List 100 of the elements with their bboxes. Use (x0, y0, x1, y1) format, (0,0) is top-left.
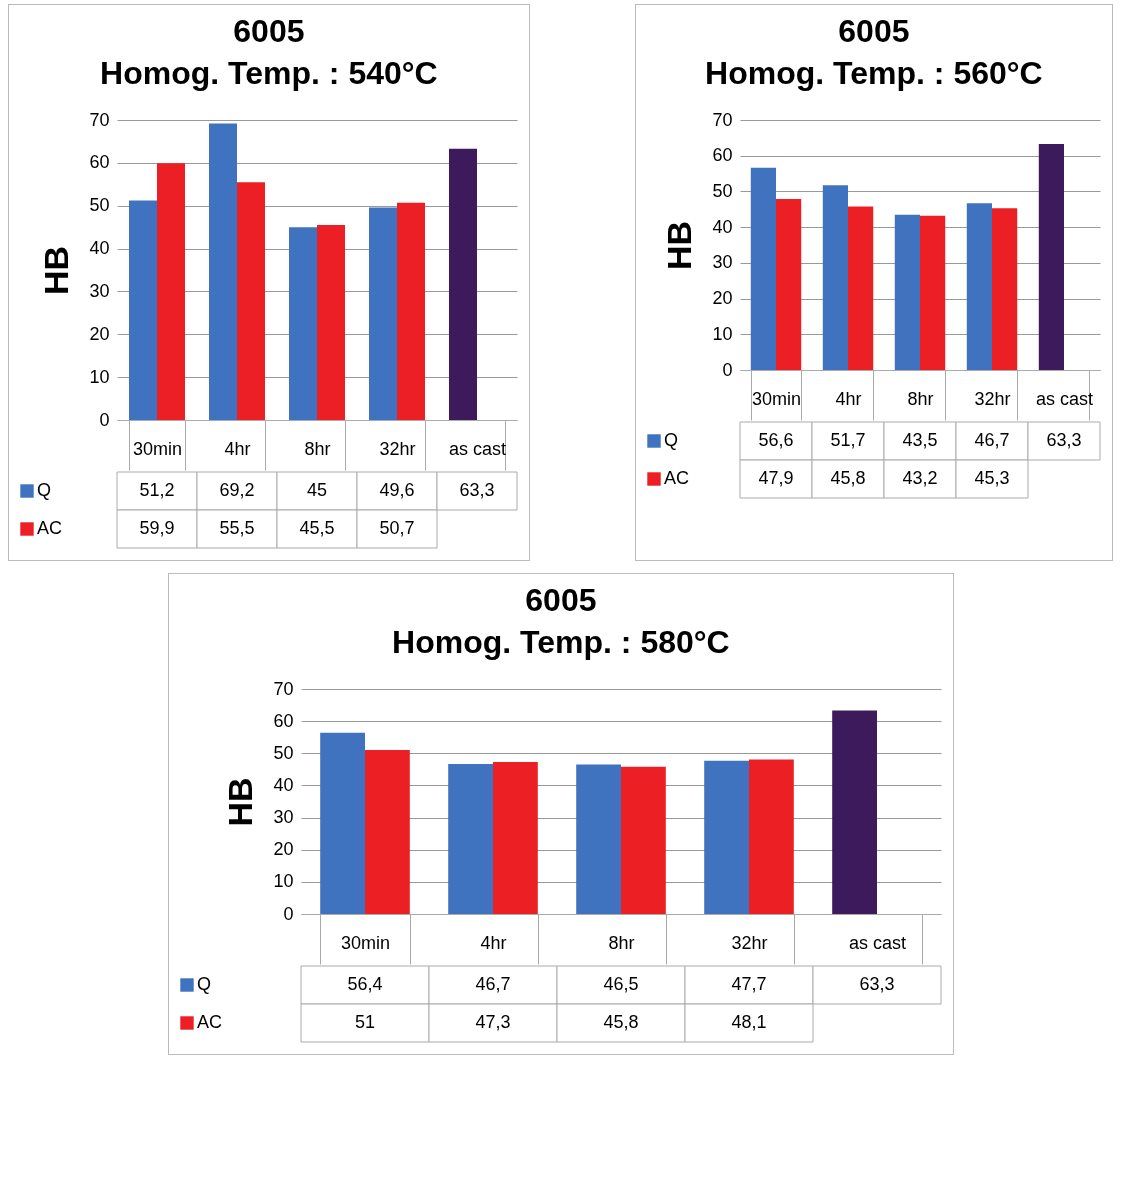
y-tick-label: 0 (282, 903, 293, 924)
y-tick-label: 0 (99, 409, 110, 430)
x-tick-label: 8hr (304, 438, 331, 459)
data-label: 45,8 (830, 468, 866, 488)
y-tick-label: 70 (89, 109, 110, 130)
x-tick-label: 32hr (730, 932, 768, 953)
y-tick-label: 10 (712, 323, 733, 344)
bar (966, 203, 992, 370)
data-label: 51,7 (830, 430, 866, 450)
y-axis-title: HB (660, 220, 699, 271)
x-tick-label: 8hr (607, 932, 635, 953)
bar (129, 200, 157, 420)
legend-label: Q (196, 974, 211, 994)
data-label: 43,5 (902, 430, 938, 450)
y-tick-label: 30 (712, 252, 733, 273)
bar (776, 198, 802, 370)
x-tick-label: 4hr (835, 388, 862, 409)
x-tick-label: 30min (340, 932, 390, 953)
bar (920, 215, 946, 370)
y-tick-label: 60 (712, 145, 733, 166)
x-tick-label: 30min (132, 438, 183, 459)
data-label: 63,3 (459, 480, 495, 500)
x-tick-label: as cast (448, 438, 507, 459)
bar (289, 227, 317, 420)
bar (822, 185, 848, 370)
data-label: 69,2 (219, 480, 255, 500)
bar (492, 761, 538, 914)
data-label: 45,3 (974, 468, 1010, 488)
legend-label: AC (37, 518, 63, 538)
legend-label: AC (664, 468, 690, 488)
data-label: 46,7 (974, 430, 1010, 450)
bar (748, 759, 794, 914)
bar (157, 163, 185, 420)
bar (831, 710, 877, 914)
bar (703, 760, 749, 914)
bar (992, 208, 1018, 370)
y-tick-label: 50 (272, 742, 293, 763)
data-label: 49,6 (379, 480, 415, 500)
x-tick-label: 4hr (479, 932, 507, 953)
data-label: 47,3 (474, 1012, 511, 1032)
y-tick-label: 70 (272, 678, 293, 699)
y-tick-label: 40 (272, 774, 293, 795)
data-label: 46,5 (602, 974, 639, 994)
chart-title: 6005 (838, 13, 910, 49)
y-tick-label: 70 (712, 109, 733, 130)
chart-subtitle: Homog. Temp. : 540°C (100, 55, 438, 91)
x-tick-label: 30min (751, 388, 802, 409)
x-tick-label: 4hr (224, 438, 251, 459)
bar (894, 214, 920, 370)
chart-title: 6005 (524, 582, 596, 618)
data-label: 45,8 (602, 1012, 639, 1032)
y-tick-label: 30 (272, 807, 293, 828)
bar (750, 167, 776, 370)
chart-subtitle: Homog. Temp. : 560°C (705, 55, 1043, 91)
y-tick-label: 40 (712, 216, 733, 237)
y-tick-label: 0 (722, 359, 733, 380)
bar (447, 763, 493, 914)
data-label: 47,9 (758, 468, 794, 488)
y-axis-title: HB (220, 777, 259, 827)
bar (575, 764, 621, 914)
y-tick-label: 20 (272, 839, 293, 860)
bar (848, 206, 874, 370)
data-label: 47,7 (730, 974, 767, 994)
data-label: 51 (354, 1012, 375, 1032)
y-tick-label: 50 (712, 180, 733, 201)
x-tick-label: 8hr (907, 388, 934, 409)
y-tick-label: 10 (272, 871, 293, 892)
chart-title: 6005 (233, 13, 305, 49)
bar (237, 182, 265, 420)
bar (369, 207, 397, 420)
x-tick-label: 32hr (974, 388, 1011, 409)
y-axis-title: HB (37, 245, 76, 296)
data-label: 45 (306, 480, 328, 500)
y-tick-label: 60 (89, 152, 110, 173)
legend-label: Q (664, 430, 679, 450)
data-label: 63,3 (858, 974, 895, 994)
data-label: 56,6 (758, 430, 794, 450)
y-tick-label: 30 (89, 280, 110, 301)
y-tick-label: 20 (89, 323, 110, 344)
y-tick-label: 40 (89, 238, 110, 259)
bar (397, 202, 425, 420)
x-tick-label: 32hr (379, 438, 416, 459)
x-tick-label: as cast (1035, 388, 1094, 409)
bar (209, 123, 237, 420)
data-label: 63,3 (1046, 430, 1082, 450)
legend-label: AC (196, 1012, 222, 1032)
data-label: 43,2 (902, 468, 938, 488)
bar (364, 750, 410, 914)
bar (1038, 143, 1064, 370)
chart-subtitle: Homog. Temp. : 580°C (391, 624, 730, 660)
data-label: 45,5 (299, 518, 335, 538)
legend-label: Q (37, 480, 52, 500)
data-label: 46,7 (474, 974, 511, 994)
data-label: 59,9 (139, 518, 175, 538)
bar (449, 148, 477, 420)
data-label: 56,4 (346, 974, 383, 994)
bar (317, 225, 345, 420)
data-label: 51,2 (139, 480, 175, 500)
y-tick-label: 20 (712, 288, 733, 309)
x-tick-label: as cast (848, 932, 906, 953)
